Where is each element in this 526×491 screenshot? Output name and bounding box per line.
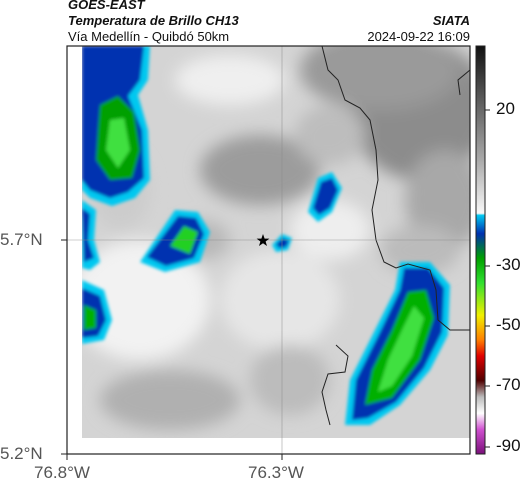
satellite-title: GOES-EAST: [68, 0, 145, 12]
colorbar-tick-label: -70: [496, 375, 521, 394]
colorbar-tick-label: 20: [496, 99, 515, 118]
border-lines: [321, 46, 470, 426]
x-tick-label: 76.3°W: [248, 463, 304, 482]
product-title: Temperatura de Brillo CH13: [68, 13, 239, 28]
y-tick-label: 5.7°N: [0, 230, 43, 249]
axis-ticks: [61, 239, 283, 460]
colorbar: [475, 45, 486, 455]
y-tick-label: 5.2°N: [0, 444, 43, 463]
x-tick-label: 76.8°W: [34, 463, 90, 482]
plot-frame: [66, 45, 471, 455]
gridlines: [67, 46, 470, 454]
datetime-label: 2024-09-22 16:09: [367, 29, 470, 44]
organization-label: SIATA: [432, 13, 470, 28]
colorbar-tick-label: -30: [496, 255, 521, 274]
colorbar-tick-label: -90: [496, 436, 521, 455]
colorbar-tick-label: -50: [496, 315, 521, 334]
colorbar-ticks: [485, 109, 490, 448]
location-star-marker: [256, 234, 270, 246]
route-subtitle: Vía Medellín - Quibdó 50km: [68, 29, 230, 44]
cloud-field: [82, 46, 470, 438]
